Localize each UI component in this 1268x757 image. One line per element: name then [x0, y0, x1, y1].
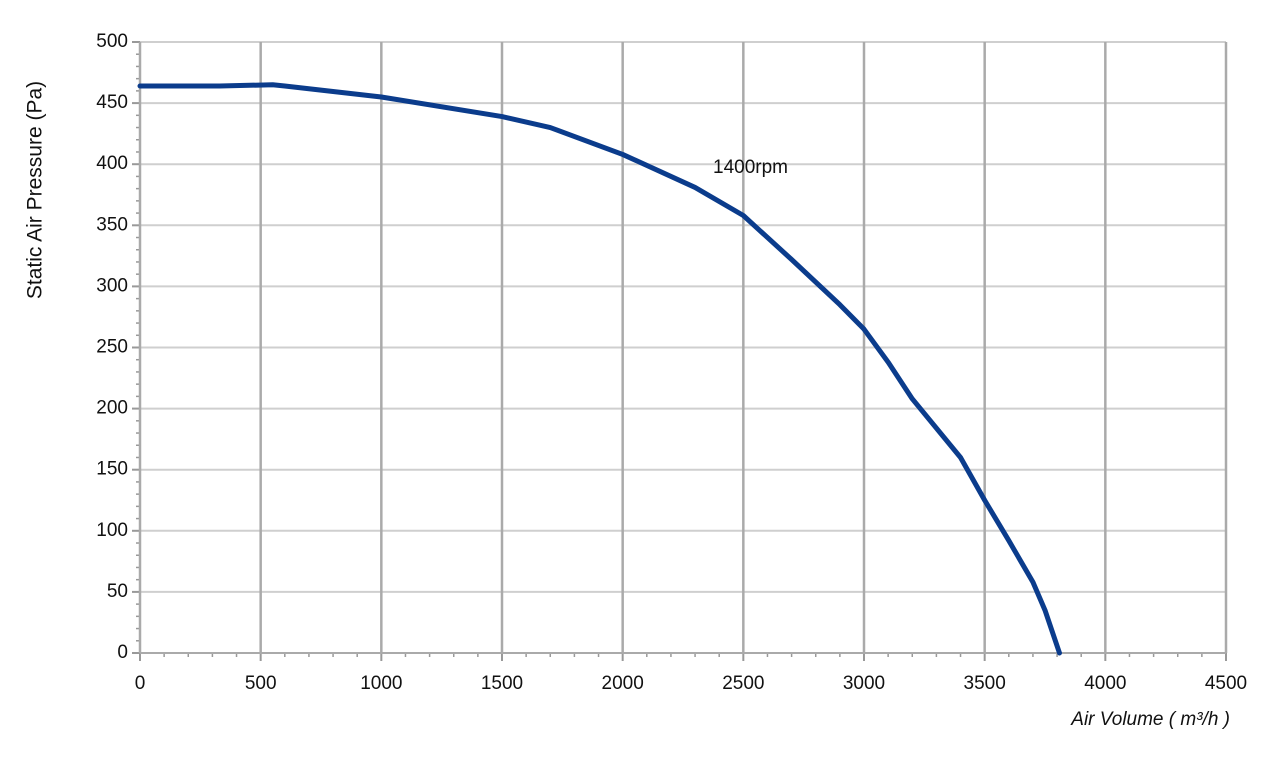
- x-tick-label: 4000: [1084, 673, 1126, 694]
- x-tick-label: 3500: [964, 673, 1006, 694]
- y-tick-label: 350: [96, 214, 128, 235]
- line-series: [137, 82, 1062, 656]
- y-tick-label: 500: [96, 31, 128, 52]
- x-tick-label: 2500: [722, 673, 764, 694]
- y-tick-label: 0: [117, 642, 128, 663]
- y-tick-label: 50: [107, 581, 128, 602]
- y-tick-label: 400: [96, 153, 128, 174]
- y-tick-label: 300: [96, 275, 128, 296]
- annotation: 1400rpm: [713, 157, 788, 178]
- x-tick-label: 1500: [481, 673, 523, 694]
- y-tick-label: 150: [96, 459, 128, 480]
- x-tick-label: 3000: [843, 673, 885, 694]
- y-tick-label: 450: [96, 92, 128, 113]
- x-tick-label: 2000: [602, 673, 644, 694]
- y-tick-label: 250: [96, 337, 128, 358]
- y-tick-label: 100: [96, 520, 128, 541]
- y-axis-label: Static Air Pressure (Pa): [24, 81, 47, 299]
- x-axis-label: Air Volume ( m³/h ): [1070, 709, 1230, 730]
- x-tick-label: 500: [245, 673, 277, 694]
- x-tick-label: 1000: [360, 673, 402, 694]
- x-tick-label: 4500: [1205, 673, 1247, 694]
- x-tick-label: 0: [135, 673, 146, 694]
- y-tick-label: 200: [96, 398, 128, 419]
